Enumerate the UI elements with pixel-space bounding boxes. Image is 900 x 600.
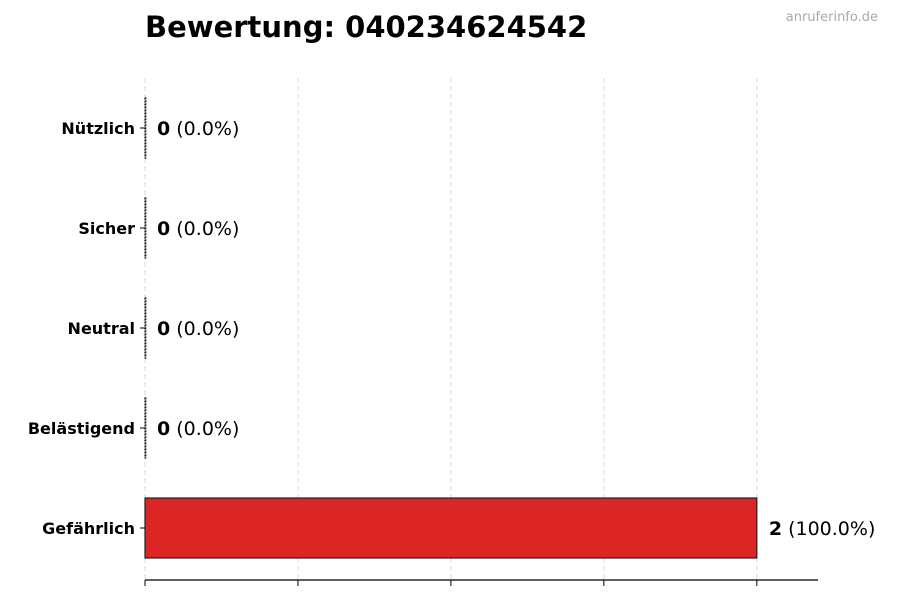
watermark: anruferinfo.de <box>785 10 878 25</box>
bar-2 <box>144 297 147 359</box>
value-label: 0 <box>157 318 170 340</box>
category-label: Sicher <box>78 219 135 238</box>
data-label: 0 (0.0%) <box>157 218 239 240</box>
data-label: 0 (0.0%) <box>157 318 239 340</box>
value-label: 0 <box>157 418 170 440</box>
bar-1 <box>144 197 147 259</box>
category-label: Nützlich <box>61 119 135 138</box>
percent-label: (0.0%) <box>170 218 239 240</box>
category-label: Neutral <box>68 319 135 338</box>
value-label: 2 <box>769 518 782 540</box>
percent-label: (0.0%) <box>170 118 239 140</box>
bar-4 <box>144 497 758 559</box>
data-label: 0 (0.0%) <box>157 118 239 140</box>
data-label: 2 (100.0%) <box>769 518 876 540</box>
value-label: 0 <box>157 218 170 240</box>
chart-title: Bewertung: 040234624542 <box>145 10 588 44</box>
data-label: 0 (0.0%) <box>157 418 239 440</box>
value-label: 0 <box>157 118 170 140</box>
percent-label: (0.0%) <box>170 318 239 340</box>
percent-label: (0.0%) <box>170 418 239 440</box>
bar-0 <box>144 97 147 159</box>
bar-3 <box>144 397 147 459</box>
percent-label: (100.0%) <box>782 518 875 540</box>
category-label: Gefährlich <box>42 519 135 538</box>
category-label: Belästigend <box>28 419 135 438</box>
